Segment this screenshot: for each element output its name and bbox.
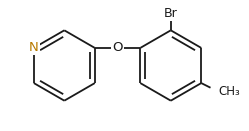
Text: CH₃: CH₃: [218, 85, 240, 98]
Text: Br: Br: [164, 7, 178, 20]
Text: N: N: [29, 41, 39, 54]
Text: O: O: [112, 41, 123, 54]
